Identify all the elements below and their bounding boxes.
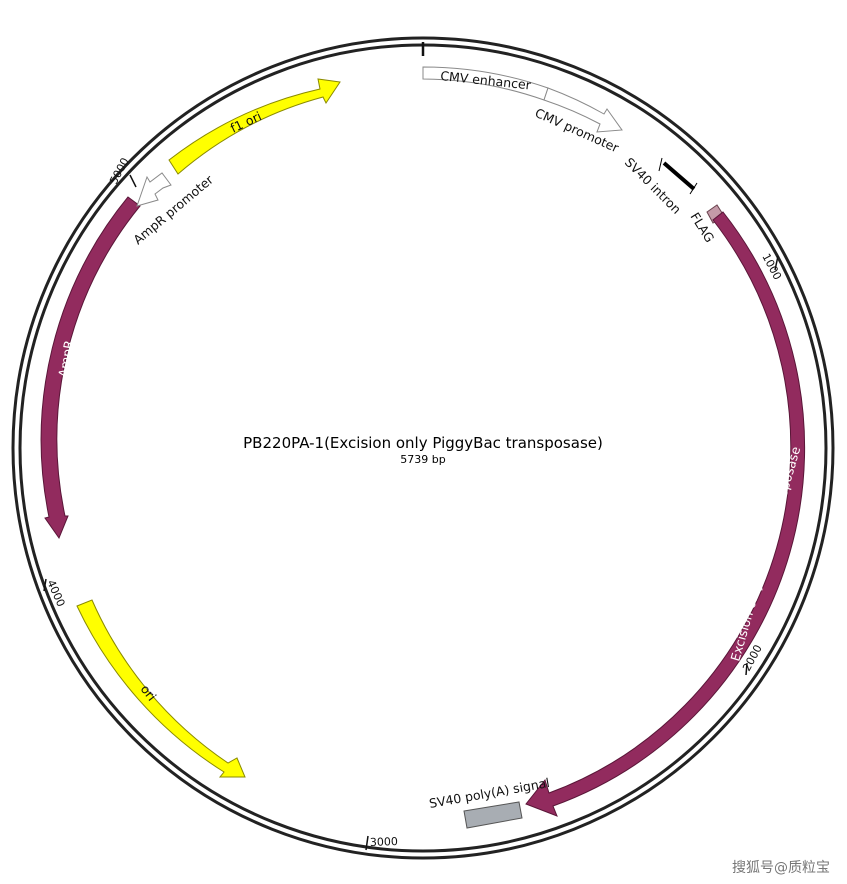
f1-ori-label: f1 ori [228,108,264,135]
ampr-promoter-label: AmpR promoter [130,171,216,247]
tick-label-3000: 3000 [370,835,398,849]
tick-3000: 3000 [365,835,398,851]
sv40-polya-feature [463,801,523,829]
sv40-intron-feature [658,157,698,195]
cmv-promoter-feature [543,87,623,133]
ampr-promoter-feature [136,172,172,207]
watermark: 搜狐号@质粒宝 [732,860,830,876]
plasmid-size: 5739 bp [400,453,445,466]
backbone-outer-ring [11,36,835,860]
ampr-feature [40,196,141,540]
transposase-feature [525,211,806,817]
sv40-intron-label: SV40 intron [622,155,684,217]
f1-ori-feature [168,78,341,175]
plasmid-name: PB220PA-1(Excision only PiggyBac transpo… [243,434,603,452]
tick-label-5000: 5000 [107,156,132,187]
ori-feature [76,599,246,778]
ampr-label: AmpR [55,339,76,379]
